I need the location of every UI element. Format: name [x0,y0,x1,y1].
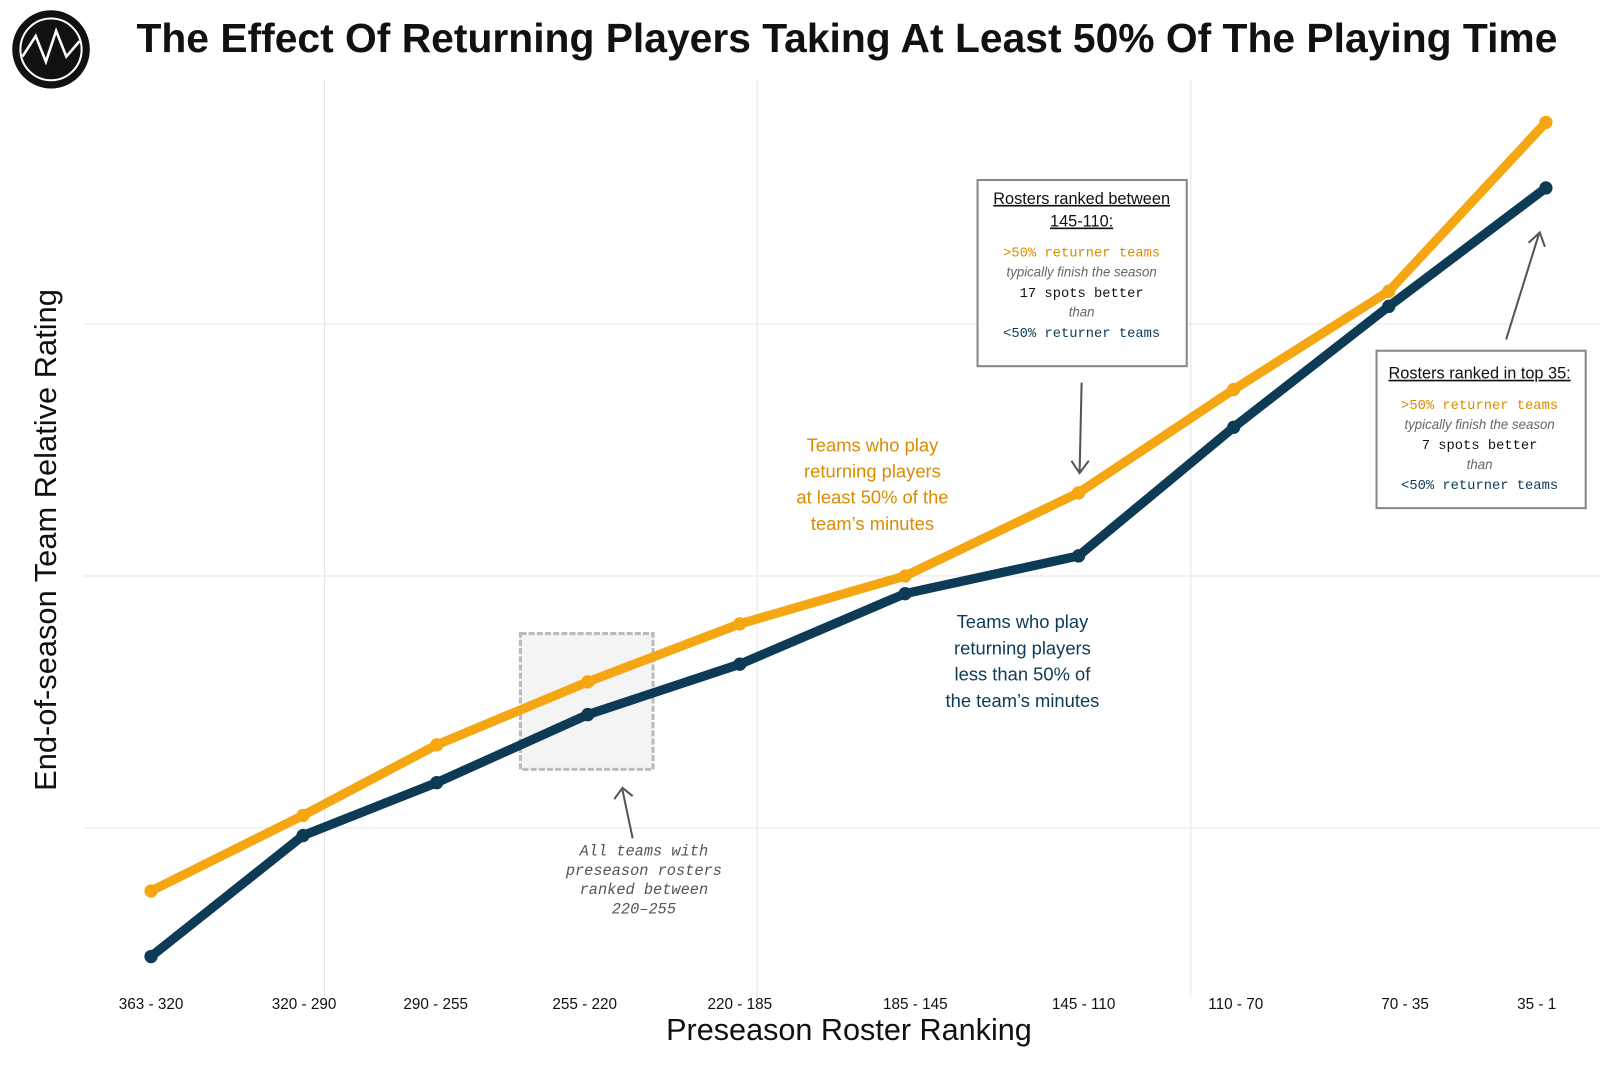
x-tick-label: 290 - 255 [403,996,468,1013]
point [1382,284,1396,298]
callout-line: <50% returner teams [1003,326,1160,342]
y-axis-title: End-of-season Team Relative Rating [28,289,63,791]
point [296,828,310,843]
point [898,569,912,583]
point [581,675,595,689]
series-line [148,184,1549,961]
point [898,586,912,601]
series-label: the team’s minutes [946,690,1100,711]
x-tick-label: 110 - 70 [1208,996,1263,1013]
x-tick-label: 363 - 320 [119,996,184,1013]
annotations: Teams who play returning players at least … [565,190,1571,919]
point [1071,486,1086,500]
highlight-note: preseason rosters [565,862,722,880]
arrows [613,230,1546,839]
callout-line: typically finish the season [1405,417,1555,432]
series-label: Teams who play [957,611,1089,632]
x-tick-label: 220 - 185 [707,996,772,1013]
point [144,949,158,964]
point [1071,549,1086,563]
series-label: returning players [804,460,941,481]
callout-line: 7 spots better [1422,438,1538,454]
logo [12,10,90,89]
callout-line: >50% returner teams [1003,246,1160,262]
callout-line: >50% returner teams [1401,398,1558,414]
series-group [144,115,1553,964]
x-tick-label: 185 - 145 [883,996,948,1013]
callout-box [1375,349,1587,510]
callout-box [976,178,1188,368]
point [144,884,158,898]
point [733,657,747,671]
callout-title: 145-110: [1050,212,1113,230]
highlight-note: ranked between [580,881,709,899]
chart-title: The Effect Of Returning Players Taking A… [136,15,1557,61]
callout-line: 17 spots better [1020,286,1144,302]
callout-title: Rosters ranked between [993,190,1170,208]
point [1382,299,1396,314]
highlight-note: 220–255 [612,900,676,918]
point [1227,382,1241,397]
series-label: less than 50% of [955,664,1092,685]
x-tick-label: 70 - 35 [1381,996,1429,1013]
series-label: returning players [954,637,1091,658]
series-label: Teams who play [807,434,939,455]
x-axis-title: Preseason Roster Ranking [666,1012,1032,1047]
x-tick-label: 35 - 1 [1517,996,1556,1013]
x-tick-label: 255 - 220 [552,996,617,1013]
x-tick-label: 145 - 110 [1052,996,1116,1013]
point [1539,115,1553,130]
highlight-note: All teams with [579,843,709,861]
point [430,738,444,752]
series-line [148,119,1550,896]
point [296,808,310,823]
callout-line: <50% returner teams [1401,478,1558,494]
point [1539,181,1553,195]
point [430,775,444,790]
callout-title: Rosters ranked in top 35: [1388,365,1570,383]
series-label: at least 50% of the [796,487,948,508]
point [1227,420,1241,435]
x-tick-label: 320 - 290 [272,996,337,1013]
series-label: team’s minutes [811,513,934,534]
point [581,707,595,722]
callout-line: than [1069,305,1095,320]
callout-line: typically finish the season [1007,265,1157,280]
callout-line: than [1467,457,1493,472]
point [733,617,747,631]
